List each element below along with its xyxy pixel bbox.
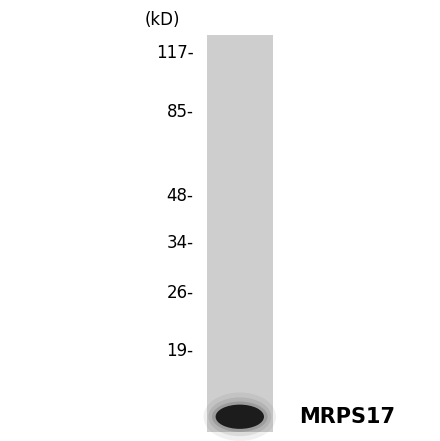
- Ellipse shape: [203, 392, 276, 441]
- Text: 26-: 26-: [167, 284, 194, 302]
- Ellipse shape: [216, 405, 264, 429]
- Text: 85-: 85-: [167, 104, 194, 121]
- Text: MRPS17: MRPS17: [299, 407, 395, 427]
- FancyBboxPatch shape: [207, 35, 273, 432]
- Text: 19-: 19-: [167, 342, 194, 359]
- Text: 117-: 117-: [156, 44, 194, 62]
- Text: (kD): (kD): [145, 11, 180, 29]
- Ellipse shape: [212, 402, 268, 432]
- Ellipse shape: [209, 397, 271, 436]
- Text: 34-: 34-: [167, 234, 194, 251]
- Text: 48-: 48-: [167, 187, 194, 205]
